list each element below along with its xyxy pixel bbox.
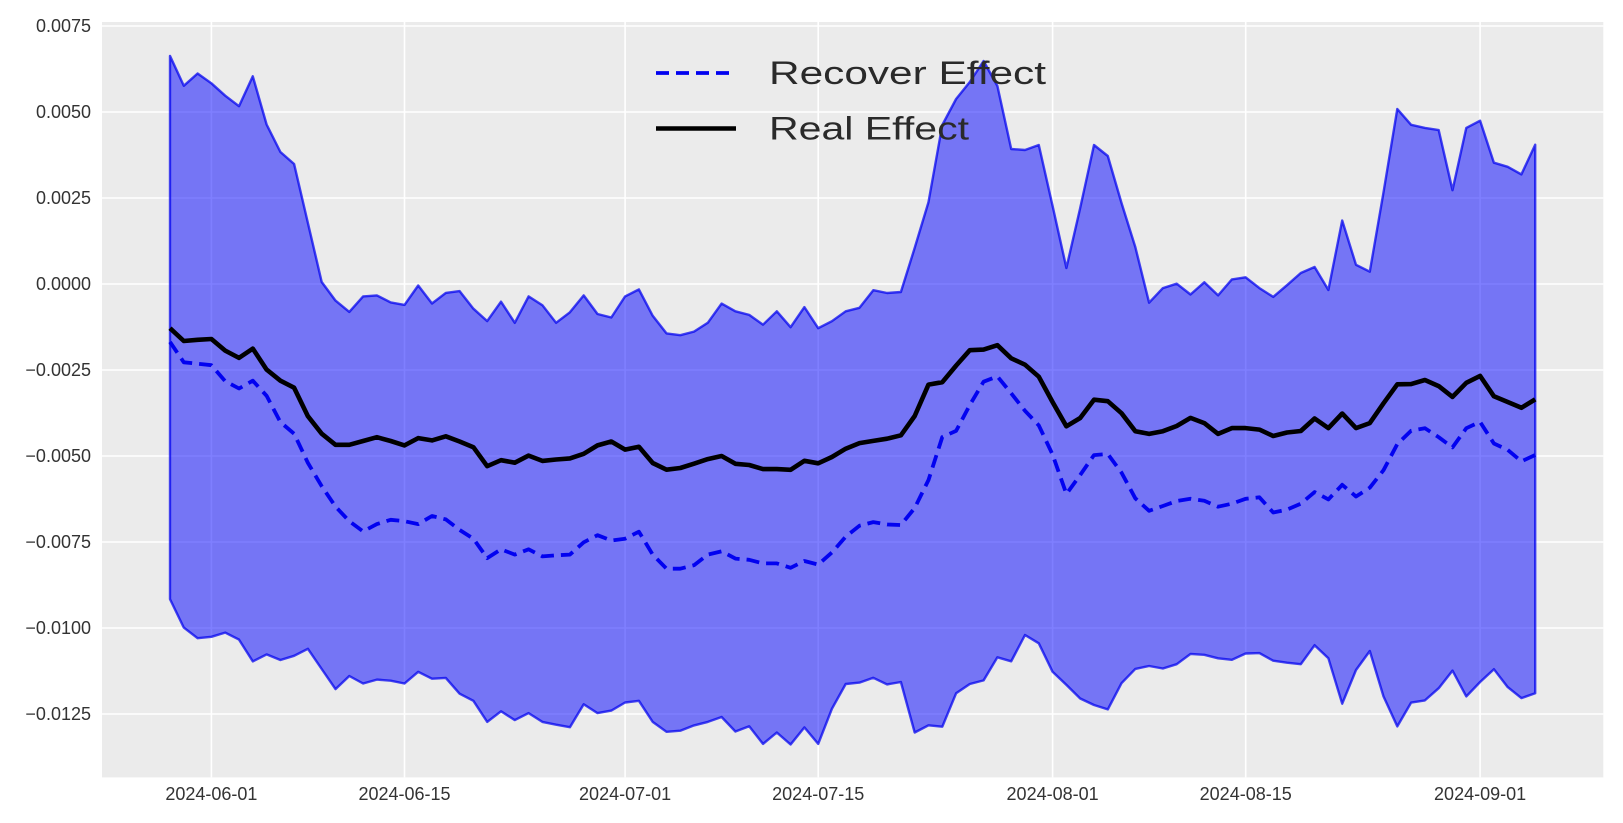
svg-text:2024-06-15: 2024-06-15 [358,784,450,804]
svg-text:2024-08-15: 2024-08-15 [1200,784,1292,804]
svg-text:0.0050: 0.0050 [36,102,91,122]
svg-text:−0.0025: −0.0025 [25,360,91,380]
svg-text:2024-07-15: 2024-07-15 [772,784,864,804]
svg-text:−0.0125: −0.0125 [25,704,91,724]
svg-text:2024-09-01: 2024-09-01 [1434,784,1526,804]
svg-text:−0.0050: −0.0050 [25,446,91,466]
svg-text:2024-08-01: 2024-08-01 [1007,784,1099,804]
svg-text:0.0000: 0.0000 [36,274,91,294]
svg-text:Real Effect: Real Effect [769,111,969,147]
svg-text:Recover Effect: Recover Effect [769,55,1046,91]
svg-text:0.0075: 0.0075 [36,16,91,36]
svg-text:0.0025: 0.0025 [36,188,91,208]
svg-text:2024-07-01: 2024-07-01 [579,784,671,804]
svg-text:2024-06-01: 2024-06-01 [165,784,257,804]
svg-text:−0.0075: −0.0075 [25,532,91,552]
svg-text:−0.0100: −0.0100 [25,618,91,638]
